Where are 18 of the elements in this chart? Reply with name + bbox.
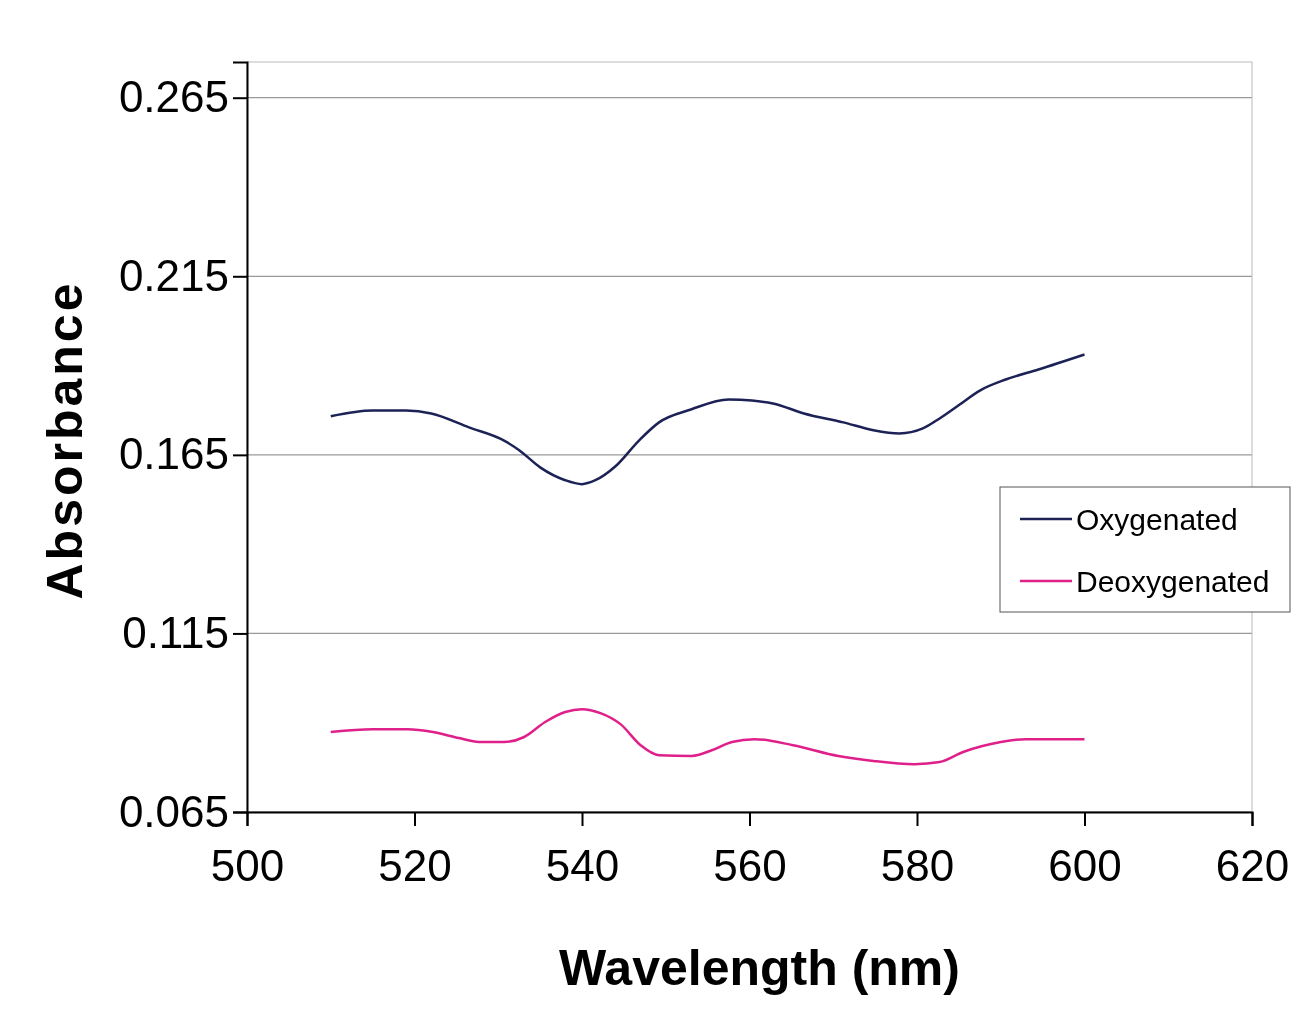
x-tick-label: 520 <box>378 841 452 891</box>
x-axis-title: Wavelength (nm) <box>559 940 960 996</box>
x-tick-label: 580 <box>880 841 955 891</box>
x-tick-label: 620 <box>1215 841 1290 891</box>
y-axis-title: Absorbance <box>37 280 93 600</box>
legend-label: Oxygenated <box>1076 503 1238 536</box>
y-tick-label: 0.165 <box>118 429 229 479</box>
x-tick-label: 600 <box>1048 841 1122 891</box>
legend-label: Deoxygenated <box>1076 565 1270 598</box>
y-tick-label: 0.065 <box>118 786 229 836</box>
y-tick-label: 0.265 <box>118 72 229 122</box>
x-tick-label: 560 <box>713 841 787 891</box>
x-tick-label: 540 <box>545 841 620 891</box>
line-series <box>329 353 1086 486</box>
y-tick-label: 0.115 <box>122 608 229 658</box>
y-tick-label: 0.215 <box>118 250 229 300</box>
x-tick-label: 500 <box>210 841 285 891</box>
line-series <box>329 707 1086 766</box>
